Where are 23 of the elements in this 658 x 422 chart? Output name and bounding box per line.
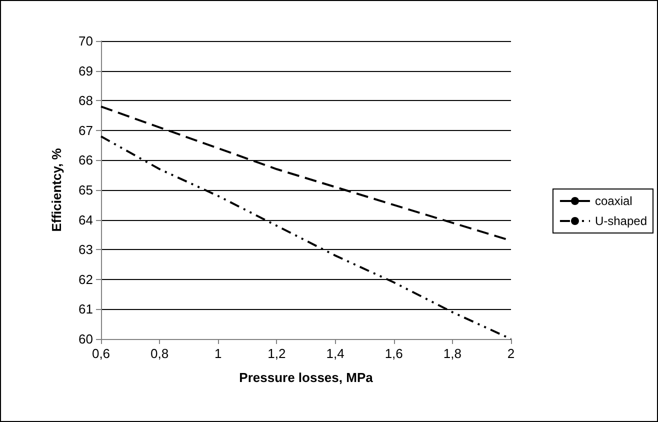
- y-tick-label: 61: [78, 302, 93, 317]
- legend-label: U-shaped: [594, 214, 647, 228]
- y-tick-label: 69: [78, 63, 93, 78]
- y-tick-label: 66: [78, 152, 93, 168]
- y-tick-label: 67: [78, 122, 93, 138]
- x-tick-label: 1,4: [326, 346, 344, 361]
- x-tick-label: 0,8: [150, 346, 169, 361]
- y-tick-label: 62: [78, 272, 93, 287]
- x-tick-label: 1: [214, 346, 222, 361]
- legend-label: coaxial: [594, 194, 632, 208]
- x-tick-label: 0,6: [92, 346, 110, 361]
- y-tick-label: 63: [78, 242, 93, 258]
- y-tick-label: 60: [78, 332, 93, 346]
- y-axis-title: Efficientcy, %: [49, 148, 64, 232]
- x-tick-label: 1,2: [268, 346, 286, 361]
- x-tick-label: 1,8: [443, 346, 462, 361]
- x-tick-label: 1,6: [384, 346, 403, 361]
- y-tick-label: 68: [78, 93, 93, 108]
- y-tick-label: 70: [78, 34, 93, 48]
- y-tick-label: 64: [78, 212, 93, 228]
- y-tick-label: 65: [78, 182, 93, 198]
- x-tick-label: 2: [507, 346, 515, 361]
- x-axis-title: Pressure losses, MPa: [239, 370, 374, 385]
